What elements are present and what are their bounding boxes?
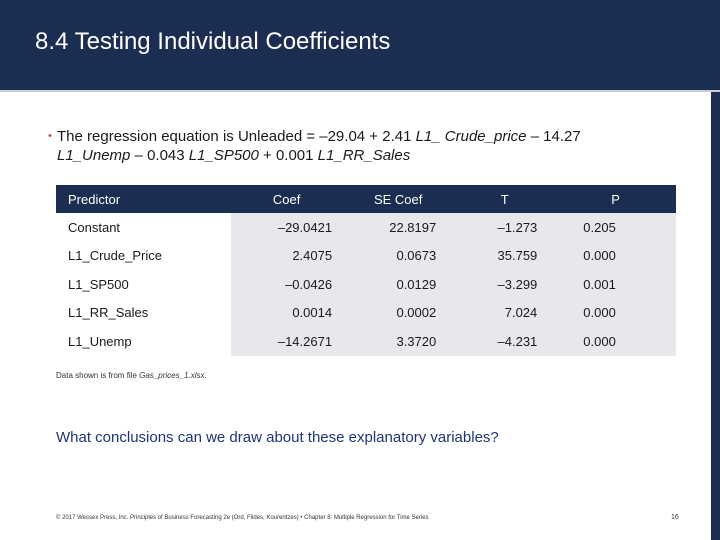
se-coef-cell: 0.0673 <box>342 241 455 270</box>
equation-variable: L1_Unemp <box>57 147 131 164</box>
header-divider <box>0 90 720 92</box>
se-coef-cell: 3.3720 <box>342 327 455 356</box>
equation-text: + 0.001 <box>258 147 318 164</box>
source-file-name: Gas_prices_1.xlsx <box>139 371 205 380</box>
coef-cell: –29.0421 <box>231 213 343 242</box>
regression-table: Predictor Coef SE Coef T P Constant –29.… <box>56 185 676 356</box>
predictor-cell: L1_Unemp <box>56 327 232 356</box>
equation-text: – 14.27 <box>526 128 581 145</box>
coef-cell: –14.2671 <box>231 327 343 356</box>
t-cell: –1.273 <box>454 213 556 242</box>
t-cell: –4.231 <box>454 327 556 356</box>
table-row: L1_Unemp –14.2671 3.3720 –4.231 0.000 <box>56 327 676 356</box>
coef-cell: –0.0426 <box>231 270 343 299</box>
equation-variable: L1_RR_Sales <box>317 147 411 164</box>
equation-text: – 0.043 <box>130 147 189 164</box>
predictor-cell: L1_SP500 <box>56 270 232 299</box>
source-prefix: Data shown is from file <box>56 371 140 380</box>
copyright-footer: © 2017 Wessex Press, Inc. Principles of … <box>56 515 429 521</box>
t-cell: 7.024 <box>454 298 556 327</box>
se-coef-cell: 22.8197 <box>342 213 455 242</box>
p-cell: 0.000 <box>555 327 676 356</box>
bullet-marker: • <box>48 130 52 142</box>
header-t: T <box>454 185 556 213</box>
table-row: Constant –29.0421 22.8197 –1.273 0.205 <box>56 213 676 242</box>
coef-cell: 0.0014 <box>231 298 343 327</box>
right-accent-band <box>711 92 720 540</box>
title-bar: 8.4 Testing Individual Coefficients <box>0 0 720 90</box>
predictor-cell: L1_Crude_Price <box>56 241 232 270</box>
p-cell: 0.205 <box>555 213 676 242</box>
p-cell: 0.000 <box>555 298 676 327</box>
source-suffix: . <box>204 371 207 380</box>
data-source-note: Data shown is from file Gas_prices_1.xls… <box>56 371 207 380</box>
equation-variable: L1_ Crude_price <box>415 128 527 145</box>
equation-text: The regression equation is Unleaded = –2… <box>57 128 416 145</box>
p-cell: 0.000 <box>555 241 676 270</box>
predictor-cell: Constant <box>56 213 232 242</box>
t-cell: 35.759 <box>454 241 556 270</box>
se-coef-cell: 0.0002 <box>342 298 455 327</box>
coef-cell: 2.4075 <box>231 241 343 270</box>
p-cell: 0.001 <box>555 270 676 299</box>
t-cell: –3.299 <box>454 270 556 299</box>
equation-variable: L1_SP500 <box>188 147 259 164</box>
header-predictor: Predictor <box>56 185 232 213</box>
discussion-question: What conclusions can we draw about these… <box>56 429 499 446</box>
table-row: L1_SP500 –0.0426 0.0129 –3.299 0.001 <box>56 270 676 299</box>
header-coef: Coef <box>231 185 343 213</box>
regression-equation-bullet: • The regression equation is Unleaded = … <box>48 127 657 165</box>
predictor-cell: L1_RR_Sales <box>56 298 232 327</box>
header-p: P <box>555 185 676 213</box>
table-row: L1_Crude_Price 2.4075 0.0673 35.759 0.00… <box>56 241 676 270</box>
regression-equation-text: The regression equation is Unleaded = –2… <box>57 127 657 165</box>
table-header-row: Predictor Coef SE Coef T P <box>56 185 676 213</box>
page-number: 16 <box>671 514 679 521</box>
se-coef-cell: 0.0129 <box>342 270 455 299</box>
slide-title: 8.4 Testing Individual Coefficients <box>35 28 391 55</box>
header-se-coef: SE Coef <box>342 185 455 213</box>
table-row: L1_RR_Sales 0.0014 0.0002 7.024 0.000 <box>56 298 676 327</box>
